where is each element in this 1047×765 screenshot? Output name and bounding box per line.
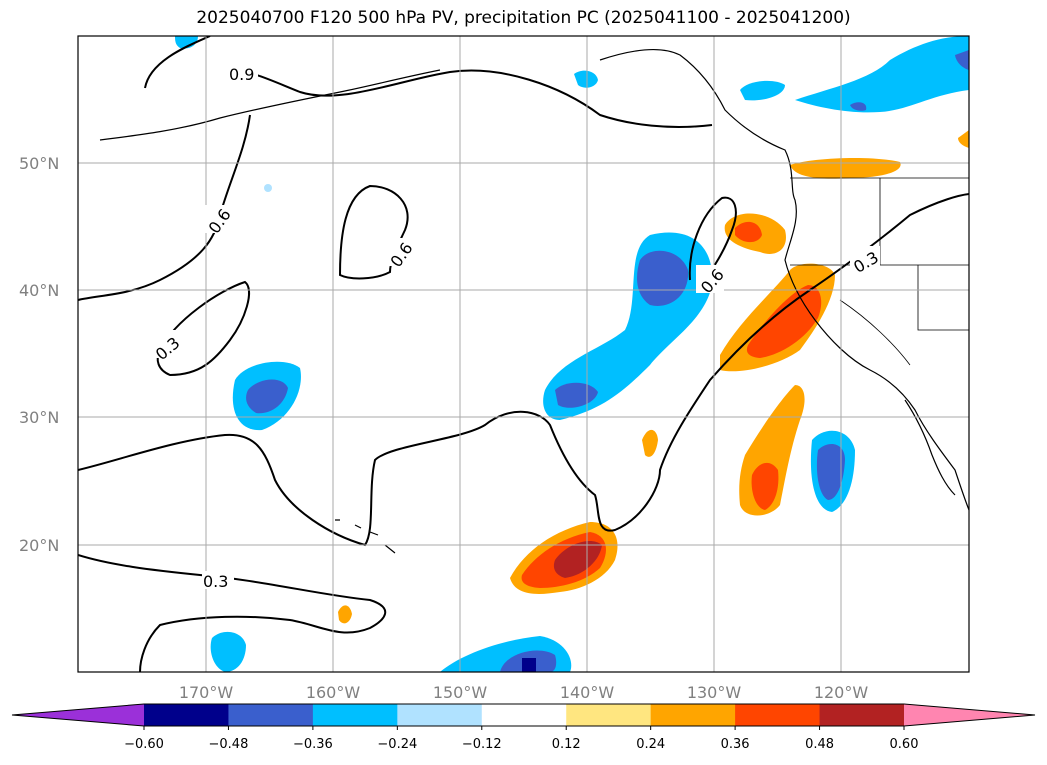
pos-area-small-mid (642, 429, 658, 457)
colorbar-tick-label: 0.48 (805, 737, 834, 752)
lon-label: 170°W (179, 683, 234, 702)
lon-label: 160°W (306, 683, 361, 702)
aleutians (99, 69, 441, 141)
lat-label: 30°N (19, 408, 59, 427)
colorbar-tick-label: −0.48 (209, 737, 249, 752)
pos-area-east-edge (958, 130, 969, 148)
colorbar: −0.60 −0.48 −0.36 −0.24 −0.12 0.12 0.24 0.36 0.4… (11, 703, 1036, 752)
pos-area-baja-offshore-core (751, 462, 779, 510)
baja-coast (904, 399, 956, 496)
map-frame (77, 35, 970, 673)
neg-area-top-left (175, 36, 198, 49)
pos-area-california-core (746, 285, 822, 358)
colorbar-swatch (481, 704, 567, 726)
neg-area-south-max (522, 658, 536, 672)
pv-contour-0.3-main (78, 193, 969, 547)
neg-area-central-pacific-core (637, 250, 689, 306)
gridlines (78, 36, 969, 672)
pos-area-small-west (338, 605, 352, 624)
colorbar-tick-label: 0.60 (890, 737, 919, 752)
colorbar-tick-label: −0.12 (462, 737, 502, 752)
colorbar-extend-low (12, 704, 144, 726)
neg-area-small-south (210, 631, 246, 672)
colorbar-tick-label: 0.24 (636, 737, 665, 752)
pv-contour-0.6-ring (338, 184, 409, 280)
neg-area-canada-core (850, 102, 867, 111)
colorbar-swatch (566, 704, 652, 726)
hawaii (335, 519, 396, 554)
north-america-coast (599, 48, 969, 511)
pv-contour-0.6-east (688, 196, 737, 281)
neg-area-west-core (246, 379, 288, 414)
lon-label: 120°W (814, 683, 869, 702)
colorbar-extend-high (904, 704, 1035, 726)
contour-label: 0.9 (229, 65, 254, 84)
map-area (78, 36, 969, 672)
colorbar-tick-label: −0.36 (293, 737, 333, 752)
positive-precip-areas (338, 130, 969, 624)
neg-area-gulf-alaska (574, 70, 598, 88)
pv-contour-0.3-south (78, 554, 386, 672)
lat-label: 40°N (19, 281, 59, 300)
neg-area-bc (740, 80, 785, 101)
neg-area-canada (795, 36, 969, 113)
neg-area-canada-core-2 (955, 50, 969, 70)
colorbar-swatch (819, 704, 905, 726)
pos-area-south-max (553, 540, 602, 578)
colorbar-tick-label: 0.12 (552, 737, 581, 752)
contour-label: 0.3 (203, 572, 228, 591)
colorbar-tick-label: 0.36 (721, 737, 750, 752)
pos-area-oregon-core (735, 221, 762, 243)
neg-area-california-offshore-core (816, 444, 845, 500)
lat-label: 20°N (19, 536, 59, 555)
lon-label: 140°W (560, 683, 615, 702)
map-title: 2025040700 F120 500 hPa PV, precipitatio… (196, 8, 851, 28)
pv-contour-0.3-ring (156, 280, 250, 377)
colorbar-swatch (650, 704, 736, 726)
lat-label: 50°N (19, 154, 59, 173)
longitude-labels: 170°W 160°W 150°W 140°W 130°W 120°W (179, 683, 869, 702)
colorbar-tick-label: −0.60 (124, 737, 164, 752)
colorbar-swatch (735, 704, 821, 726)
colorbar-tick-label: −0.24 (377, 737, 417, 752)
lon-label: 130°W (687, 683, 742, 702)
neg-area-dot (264, 184, 272, 192)
pos-area-washington (790, 158, 901, 179)
pv-contour-0.9 (144, 36, 713, 128)
colorbar-swatch (144, 704, 229, 726)
colorbar-swatch (312, 704, 398, 726)
colorbar-swatch (397, 704, 483, 726)
latitude-labels: 50°N 40°N 30°N 20°N (19, 154, 59, 555)
lon-label: 150°W (433, 683, 488, 702)
colorbar-swatch (228, 704, 314, 726)
